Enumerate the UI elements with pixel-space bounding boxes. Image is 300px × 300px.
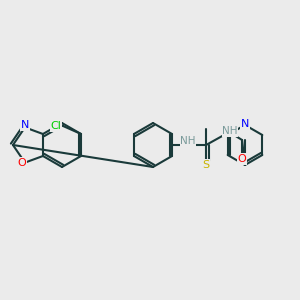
Text: O: O (238, 154, 246, 164)
Text: S: S (202, 160, 210, 170)
Text: N: N (21, 120, 29, 130)
Text: NH: NH (222, 126, 238, 136)
Text: O: O (18, 158, 26, 168)
Text: NH: NH (180, 136, 196, 146)
Text: Cl: Cl (51, 121, 62, 131)
Text: N: N (241, 119, 249, 129)
